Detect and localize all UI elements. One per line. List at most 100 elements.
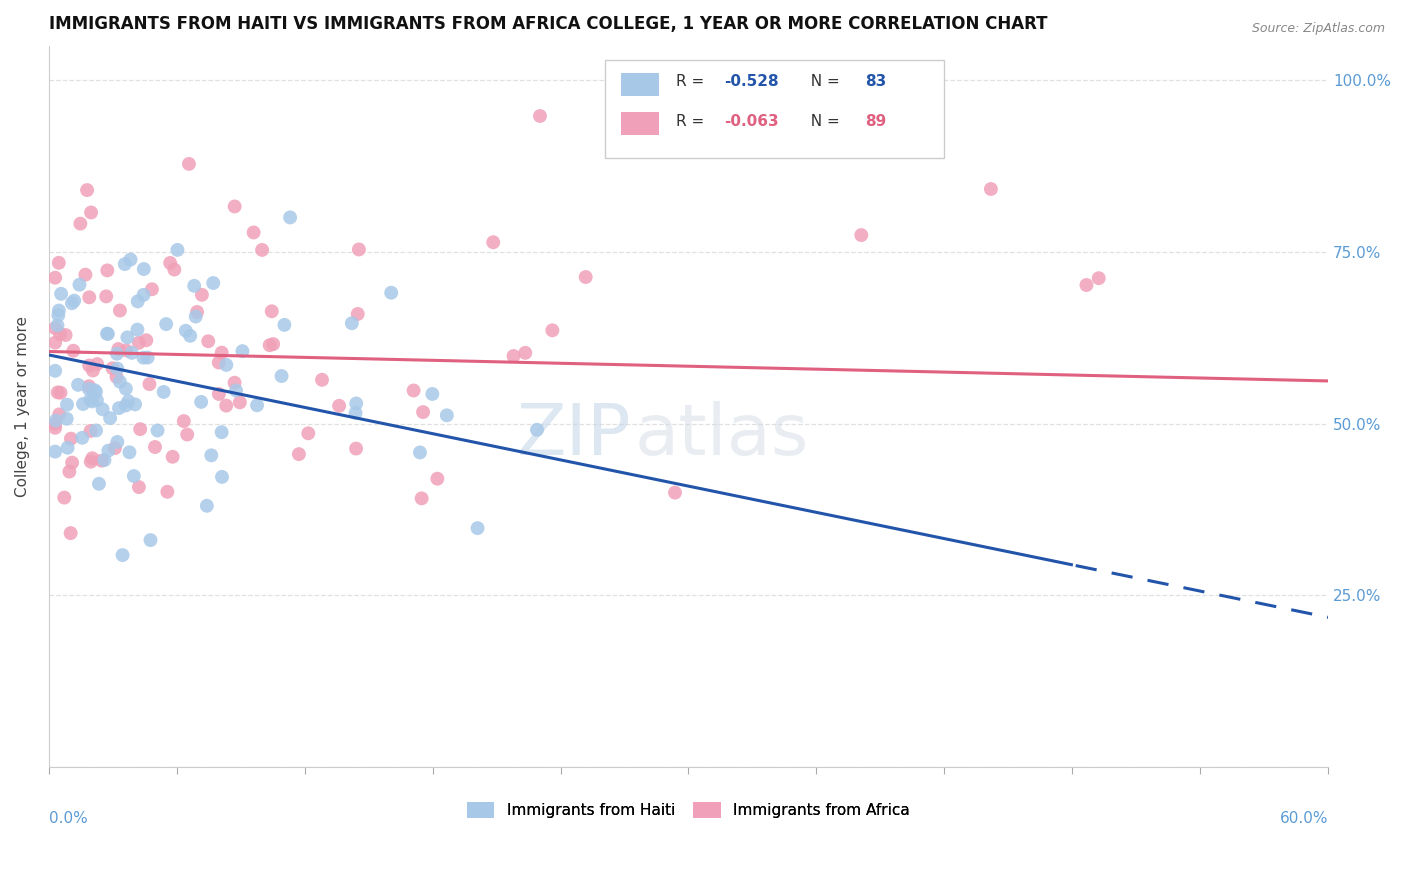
Point bbox=[87, 476, 110, 491]
Point bbox=[163, 262, 186, 277]
Point bbox=[67, 377, 90, 392]
Point bbox=[515, 346, 537, 360]
Point bbox=[346, 307, 368, 321]
Point bbox=[83, 383, 105, 397]
FancyBboxPatch shape bbox=[620, 72, 659, 95]
Point bbox=[242, 226, 264, 240]
Point bbox=[166, 243, 188, 257]
Point bbox=[575, 270, 598, 285]
Point bbox=[121, 346, 143, 360]
Point bbox=[72, 397, 94, 411]
Point bbox=[77, 382, 100, 396]
Point bbox=[664, 485, 686, 500]
Point bbox=[526, 423, 548, 437]
Text: -0.528: -0.528 bbox=[724, 74, 779, 89]
Point bbox=[143, 440, 166, 454]
Text: N =: N = bbox=[801, 114, 845, 129]
Point bbox=[344, 406, 367, 420]
Point bbox=[156, 484, 179, 499]
Point bbox=[96, 289, 118, 303]
Point bbox=[215, 358, 238, 372]
Point bbox=[86, 393, 108, 408]
Point bbox=[105, 361, 128, 376]
Point bbox=[340, 316, 363, 330]
Point bbox=[186, 305, 208, 319]
Point bbox=[49, 286, 72, 301]
Point bbox=[129, 422, 152, 436]
Point bbox=[200, 448, 222, 462]
Point bbox=[86, 357, 108, 371]
Point bbox=[59, 432, 82, 446]
Point bbox=[183, 278, 205, 293]
Point bbox=[96, 326, 118, 341]
Point bbox=[229, 395, 252, 409]
Point bbox=[146, 424, 169, 438]
Point bbox=[259, 338, 281, 352]
Point bbox=[49, 326, 72, 341]
Point bbox=[90, 453, 112, 467]
Point bbox=[273, 318, 295, 332]
Point bbox=[70, 431, 93, 445]
Point bbox=[190, 395, 212, 409]
Text: 83: 83 bbox=[865, 74, 886, 89]
Point bbox=[115, 382, 138, 396]
Point bbox=[297, 426, 319, 441]
Point bbox=[63, 293, 86, 308]
Point bbox=[311, 373, 333, 387]
Point bbox=[132, 351, 155, 365]
Y-axis label: College, 1 year or more: College, 1 year or more bbox=[15, 316, 30, 497]
Point bbox=[208, 387, 231, 401]
Point bbox=[124, 397, 146, 411]
Point bbox=[155, 317, 177, 331]
Point bbox=[278, 211, 301, 225]
Point bbox=[344, 442, 367, 456]
Point bbox=[179, 328, 201, 343]
Point bbox=[127, 323, 149, 337]
Point bbox=[197, 334, 219, 349]
Point bbox=[48, 303, 70, 318]
Point bbox=[141, 282, 163, 296]
Point bbox=[97, 326, 120, 341]
Point bbox=[138, 377, 160, 392]
Point bbox=[105, 434, 128, 449]
Point bbox=[409, 445, 432, 459]
Legend: Immigrants from Haiti, Immigrants from Africa: Immigrants from Haiti, Immigrants from A… bbox=[461, 797, 915, 824]
Point bbox=[215, 399, 238, 413]
Point bbox=[288, 447, 311, 461]
Point bbox=[114, 257, 136, 271]
Point bbox=[132, 262, 155, 277]
Point bbox=[344, 396, 367, 410]
Point bbox=[224, 199, 246, 213]
Point bbox=[136, 351, 159, 365]
Point bbox=[128, 335, 150, 350]
Point bbox=[1076, 278, 1098, 293]
Point bbox=[402, 384, 425, 398]
Point bbox=[270, 369, 292, 384]
Point bbox=[60, 456, 83, 470]
FancyBboxPatch shape bbox=[620, 112, 659, 136]
Point bbox=[76, 183, 98, 197]
Point bbox=[48, 256, 70, 270]
Point bbox=[91, 402, 114, 417]
Point bbox=[412, 405, 434, 419]
Point bbox=[48, 408, 70, 422]
Point bbox=[46, 318, 69, 333]
Point bbox=[93, 453, 115, 467]
Point bbox=[56, 398, 79, 412]
Point bbox=[44, 321, 66, 335]
Point bbox=[411, 491, 433, 506]
Text: -0.063: -0.063 bbox=[724, 114, 779, 129]
Point bbox=[211, 345, 233, 359]
Point bbox=[184, 310, 207, 324]
Point bbox=[980, 182, 1002, 196]
Point bbox=[80, 455, 103, 469]
Point bbox=[44, 335, 66, 350]
Point bbox=[380, 285, 402, 300]
Text: R =: R = bbox=[676, 74, 709, 89]
Point bbox=[426, 472, 449, 486]
Point bbox=[851, 228, 873, 243]
Text: IMMIGRANTS FROM HAITI VS IMMIGRANTS FROM AFRICA COLLEGE, 1 YEAR OR MORE CORRELAT: IMMIGRANTS FROM HAITI VS IMMIGRANTS FROM… bbox=[49, 15, 1047, 33]
Point bbox=[260, 304, 283, 318]
Point bbox=[44, 444, 66, 458]
Point bbox=[177, 157, 200, 171]
